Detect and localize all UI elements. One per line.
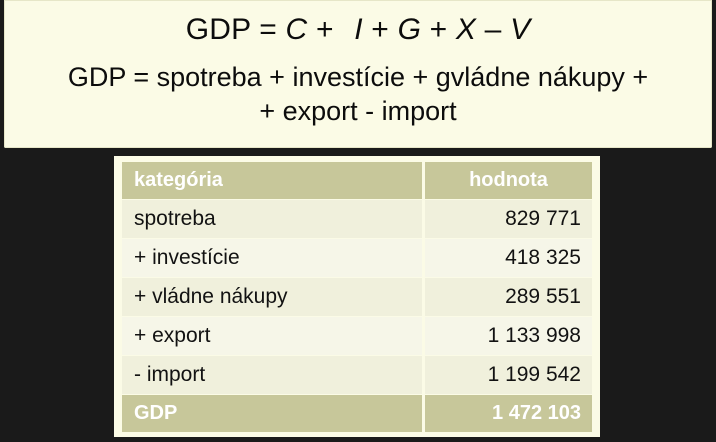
formula-c: C	[285, 13, 308, 46]
formula-x: X	[455, 13, 477, 46]
row-category: + vládne nákupy	[122, 277, 425, 317]
table-row: + investície 418 325	[122, 238, 592, 278]
formula-i: I	[354, 13, 363, 46]
table-total-row: GDP 1 472 103	[122, 394, 592, 432]
gdp-formula-symbolic: GDP = C + I + G + X – V	[4, 13, 712, 47]
gdp-formula-words-line-2: + export - import	[259, 96, 457, 126]
formula-v: V	[510, 13, 531, 46]
table-row: + export 1 133 998	[122, 316, 592, 356]
row-value: 289 551	[423, 277, 592, 317]
row-value: 829 771	[423, 199, 592, 239]
gdp-table: kategória hodnota spotreba 829 771 + inv…	[122, 162, 592, 432]
table-row: - import 1 199 542	[122, 355, 592, 395]
table-header-row: kategória hodnota	[122, 162, 592, 200]
formula-minus: –	[476, 13, 511, 46]
table-row: + vládne nákupy 289 551	[122, 277, 592, 317]
row-category: spotreba	[122, 199, 425, 239]
row-category: + export	[122, 316, 425, 356]
gdp-formula-words-line-1: GDP = spotreba + investície + gvládne ná…	[67, 62, 649, 92]
gdp-table-panel: kategória hodnota spotreba 829 771 + inv…	[114, 156, 600, 437]
row-category: - import	[122, 355, 425, 395]
formula-g: G	[397, 13, 422, 46]
formula-panel: GDP = C + I + G + X – V GDP = spotreba +…	[4, 0, 712, 148]
formula-plus: +	[307, 13, 343, 46]
header-value: hodnota	[423, 162, 592, 200]
total-value: 1 472 103	[423, 394, 592, 432]
formula-plus: +	[362, 13, 398, 46]
row-value: 1 199 542	[423, 355, 592, 395]
row-value: 418 325	[423, 238, 592, 278]
formula-lhs: GDP =	[185, 13, 286, 46]
formula-plus: +	[421, 13, 456, 46]
header-category: kategória	[122, 162, 425, 200]
table-row: spotreba 829 771	[122, 199, 592, 239]
row-category: + investície	[122, 238, 425, 278]
row-value: 1 133 998	[423, 316, 592, 356]
total-category: GDP	[122, 394, 425, 432]
